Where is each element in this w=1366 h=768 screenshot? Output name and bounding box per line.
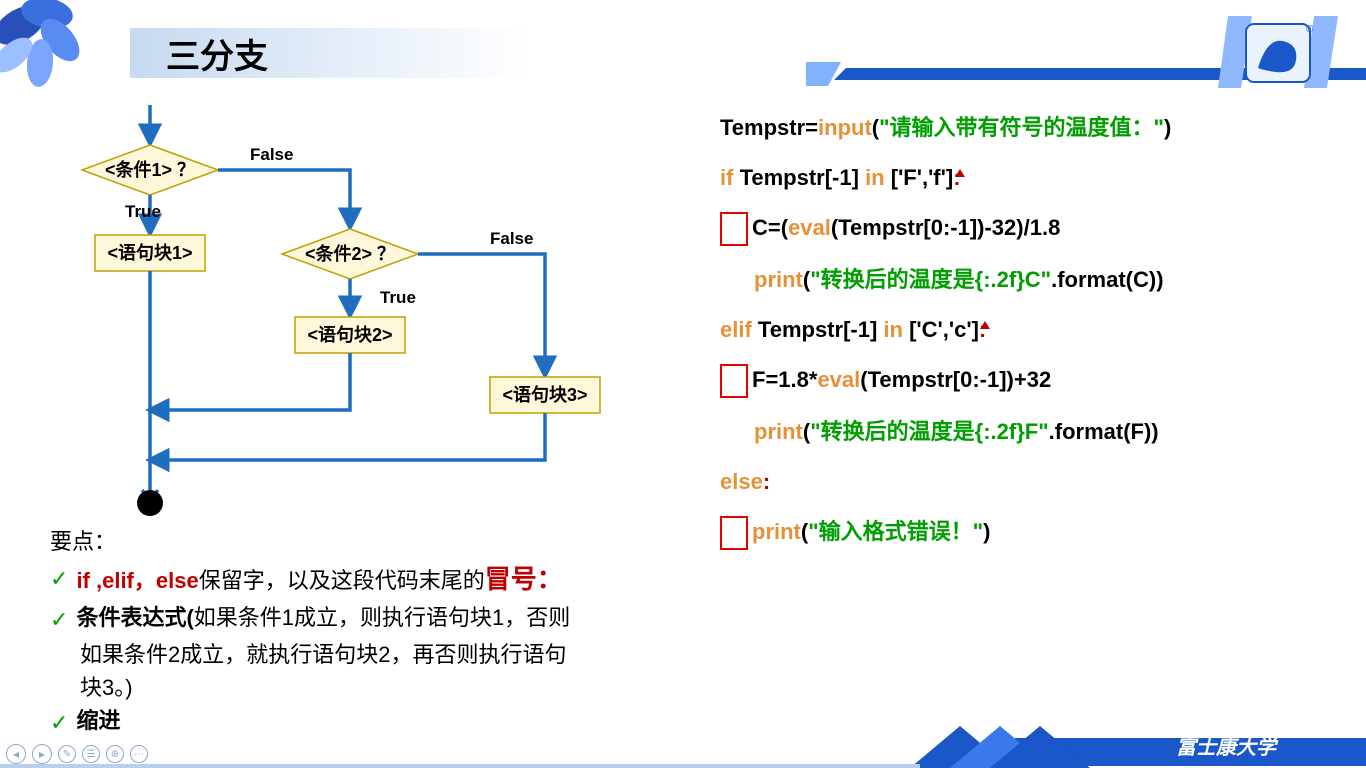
check-icon: ✓ <box>50 562 68 595</box>
indent-marker <box>720 212 748 246</box>
code-line-8: else: <box>720 466 1360 498</box>
code-line-5: elif Tempstr[-1] in ['C','c']: <box>720 314 1360 346</box>
keypoints: 要点： ✓ if ,elif，else保留字，以及这段代码末尾的冒号： ✓ 条件… <box>50 525 650 741</box>
code-line-7: print("转换后的温度是{:.2f}F".format(F)) <box>720 416 1360 448</box>
code-line-9: print("输入格式错误！") <box>720 516 1360 550</box>
true2-label: True <box>380 288 416 307</box>
logo: ® <box>1208 10 1348 100</box>
code-line-6: F=1.8*eval(Tempstr[0:-1])+32 <box>720 364 1360 398</box>
kp2-firstline: 如果条件1成立，则执行语句块1，否则 <box>194 605 570 630</box>
page-title: 三分支 <box>166 29 268 78</box>
kp1-rest: 保留字，以及这段代码末尾的 <box>199 568 485 593</box>
true1-label: True <box>125 202 161 221</box>
title-bar: 三分支 <box>130 28 530 78</box>
indent-marker <box>720 364 748 398</box>
code-line-4: print("转换后的温度是{:.2f}C".format(C)) <box>720 264 1360 296</box>
prev-icon[interactable]: ◂ <box>6 744 26 764</box>
false1-label: False <box>250 145 293 164</box>
code-line-2: if Tempstr[-1] in ['F','f']: <box>720 162 1360 194</box>
code-block: Tempstr=input("请输入带有符号的温度值：") if Tempstr… <box>720 112 1360 568</box>
svg-text:®: ® <box>1306 24 1314 35</box>
false2-label: False <box>490 229 533 248</box>
check-icon: ✓ <box>50 603 68 636</box>
flowchart: <条件1> ？ True False <语句块1> <条件2> ？ True F… <box>50 105 670 525</box>
kp2-wrap1: 如果条件2成立，就执行语句块2，再否则执行语句 <box>80 638 650 671</box>
code-line-1: Tempstr=input("请输入带有符号的温度值：") <box>720 112 1360 144</box>
block1-label: <语句块1> <box>107 242 192 263</box>
footer-label: 富士康大学 <box>1176 731 1276 760</box>
more-icon[interactable]: ⋯ <box>130 745 148 763</box>
indent-marker <box>720 516 748 550</box>
kp-item-2: ✓ 条件表达式(如果条件1成立，则执行语句块1，否则 <box>50 601 650 636</box>
kp-heading: 要点： <box>50 525 650 558</box>
kp1-prefix: if ,elif，else <box>76 568 198 593</box>
code-line-3: C=(eval(Tempstr[0:-1])-32)/1.8 <box>720 212 1360 246</box>
next-icon[interactable]: ▸ <box>32 744 52 764</box>
block2-label: <语句块2> <box>307 324 392 345</box>
slide-controls: ◂ ▸ ✎ ☰ ⊕ ⋯ <box>6 744 148 764</box>
block3-label: <语句块3> <box>502 384 587 405</box>
kp2-prefix: 条件表达式( <box>76 605 193 630</box>
kp-item-1: ✓ if ,elif，else保留字，以及这段代码末尾的冒号： <box>50 560 650 599</box>
pen-icon[interactable]: ✎ <box>58 745 76 763</box>
kp1-tail: 冒号： <box>485 564 563 594</box>
cond1-label: <条件1> ？ <box>105 159 195 180</box>
menu-icon[interactable]: ☰ <box>82 745 100 763</box>
footer-strip <box>0 726 1366 768</box>
kp2-wrap2: 块3。) <box>80 671 650 704</box>
cond2-label: <条件2> ？ <box>305 243 395 264</box>
zoom-icon[interactable]: ⊕ <box>106 745 124 763</box>
flower-decoration <box>0 0 115 115</box>
